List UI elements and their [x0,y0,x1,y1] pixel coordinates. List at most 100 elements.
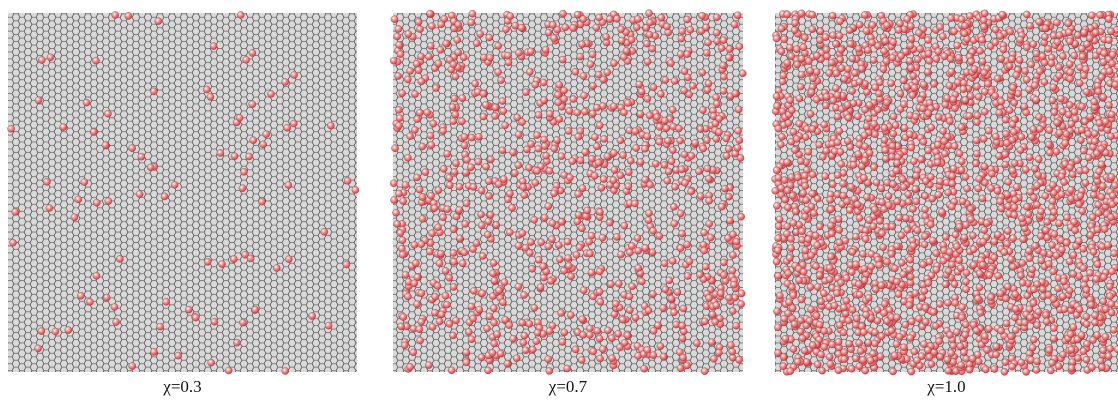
adatom [817,28,824,35]
adatom [452,111,459,118]
adatom [812,263,819,270]
adatom [964,185,971,192]
adatom [1074,355,1081,362]
adatom [425,362,432,369]
adatom [661,260,668,267]
adatom [912,186,919,193]
adatom [246,153,253,160]
adatom [527,48,534,55]
adatom [1070,324,1077,331]
adatom [411,91,418,98]
adatom [942,101,949,108]
adatom [778,48,785,55]
adatom [979,261,986,268]
adatom [1107,133,1114,140]
adatom [482,101,489,108]
adatom [775,125,782,132]
adatom [1063,239,1070,246]
adatom [1098,193,1105,200]
adatom [1023,203,1030,210]
adatom [894,159,901,166]
adatom [679,354,686,361]
adatom [662,76,669,83]
adatom [558,309,565,316]
adatom [491,340,498,347]
adatom [773,308,780,315]
adatom [981,333,988,340]
adatom [633,144,640,151]
adatom [478,354,485,361]
adatom [1045,141,1052,148]
adatom [867,357,874,364]
adatom [773,93,780,100]
adatom [999,11,1006,18]
adatom [1011,99,1018,106]
adatom [681,151,688,158]
adatom [593,104,600,111]
adatom [419,194,426,201]
adatom [784,187,791,194]
adatom [416,26,423,33]
adatom [38,56,45,63]
adatom [596,268,603,275]
adatom [713,14,720,21]
adatom [468,336,475,343]
adatom [835,338,842,345]
adatom [1083,313,1090,320]
lattice [8,13,357,372]
adatom [918,156,925,163]
adatom [791,146,798,153]
adatom [576,244,583,251]
adatom [475,133,482,140]
adatom [1067,69,1074,76]
adatom [1035,171,1042,178]
adatom [912,113,919,120]
adatom [558,218,565,225]
adatom [418,318,425,325]
adatom [878,230,885,237]
adatom [785,270,792,277]
adatom [887,80,894,87]
adatom [801,172,808,179]
adatom [1102,118,1109,125]
adatom [736,356,743,363]
adatom [816,321,823,328]
adatom [1023,11,1030,18]
adatom [1079,53,1086,60]
adatom [616,344,623,351]
adatom [677,51,684,58]
adatom [502,26,509,33]
adatom [398,323,405,330]
adatom [883,58,890,65]
adatom [352,186,359,193]
adatom [944,94,951,101]
adatom [708,339,715,346]
adatom [556,81,563,88]
adatom [846,27,853,34]
adatom [492,104,499,111]
adatom [896,214,903,221]
adatom [1078,332,1085,339]
adatom [499,97,506,104]
adatom [1071,52,1078,59]
adatom [596,335,603,342]
adatom [720,259,727,266]
adatom [870,223,877,230]
adatom [786,254,793,261]
adatom [456,183,463,190]
adatom [499,299,506,306]
adatom [1020,236,1027,243]
adatom [610,177,617,184]
adatom [413,174,420,181]
adatom [660,353,667,360]
adatom [878,199,885,206]
adatom [1053,148,1060,155]
adatom [547,277,554,284]
adatom [687,188,694,195]
adatom [559,10,566,17]
adatom [394,33,401,40]
adatom [992,133,999,140]
adatom [715,129,722,136]
adatom [669,257,676,264]
adatom [813,96,820,103]
